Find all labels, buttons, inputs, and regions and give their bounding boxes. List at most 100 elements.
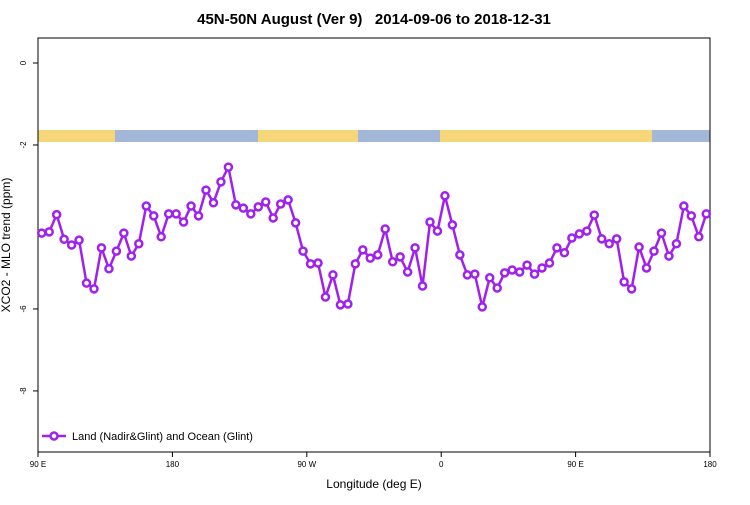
- data-point: [492, 283, 502, 293]
- data-point: [36, 228, 47, 238]
- data-point: [96, 243, 107, 253]
- data-point: [455, 250, 465, 260]
- data-point: [604, 239, 614, 249]
- data-point: [641, 263, 652, 273]
- data-point: [320, 292, 331, 302]
- data-point: [358, 245, 368, 255]
- data-point: [208, 198, 219, 208]
- data-point: [507, 265, 517, 275]
- data-point: [350, 259, 361, 269]
- data-point: [283, 195, 293, 205]
- data-point: [634, 242, 644, 252]
- data-point: [171, 209, 181, 219]
- data-point: [522, 260, 532, 270]
- data-point: [701, 209, 712, 219]
- data-point: [163, 209, 174, 219]
- data-point: [679, 201, 689, 211]
- data-point: [119, 228, 129, 238]
- data-point: [686, 211, 697, 221]
- data-point: [59, 234, 69, 245]
- data-point: [111, 246, 122, 256]
- data-point: [574, 229, 585, 239]
- data-point: [156, 232, 166, 242]
- data-point: [216, 177, 226, 187]
- data-point: [81, 278, 92, 288]
- x-tick-label: 90 E: [30, 460, 46, 469]
- data-point: [134, 239, 144, 249]
- data-point: [365, 253, 376, 263]
- data-point: [104, 264, 114, 274]
- data-point: [484, 273, 495, 283]
- data-point: [74, 235, 84, 245]
- y-tick-label: 0: [19, 60, 28, 65]
- data-point: [201, 185, 211, 195]
- data-point: [514, 267, 525, 277]
- data-point: [178, 217, 189, 227]
- x-tick-label: 180: [703, 460, 717, 469]
- data-point: [567, 233, 577, 243]
- data-point: [425, 217, 435, 227]
- data-point: [148, 211, 159, 221]
- chart-title: 45N-50N August (Ver 9) 2014-09-06 to 201…: [197, 11, 551, 28]
- legend-marker: [49, 431, 59, 441]
- data-point: [462, 270, 473, 280]
- data-point: [537, 263, 547, 273]
- data-point: [499, 268, 510, 278]
- data-point: [589, 210, 600, 220]
- data-point: [529, 269, 540, 279]
- y-axis-label: XCO2 - MLO trend (ppm): [0, 178, 13, 313]
- data-point: [89, 284, 99, 294]
- data-point: [671, 239, 682, 249]
- data-point: [141, 201, 152, 211]
- data-point: [290, 218, 301, 228]
- data-point: [470, 269, 480, 279]
- data-point: [410, 243, 420, 253]
- data-point: [447, 220, 458, 230]
- data-point: [223, 162, 234, 172]
- data-point: [126, 251, 137, 261]
- data-point: [559, 248, 570, 258]
- data-point: [417, 281, 428, 291]
- data-point: [611, 234, 622, 244]
- data-point: [656, 228, 667, 238]
- data-point: [694, 232, 704, 242]
- x-tick-label: 0: [439, 460, 444, 469]
- data-point: [402, 267, 413, 277]
- land: [258, 130, 358, 142]
- data-point: [51, 209, 62, 220]
- data-point: [275, 199, 286, 209]
- data-point: [664, 251, 674, 261]
- data-point: [298, 246, 308, 256]
- data-point: [626, 284, 637, 294]
- data-point: [335, 300, 346, 310]
- data-point: [238, 203, 249, 213]
- legend-label: Land (Nadir&Glint) and Ocean (Glint): [72, 431, 253, 443]
- x-tick-label: 90 E: [567, 460, 583, 469]
- data-point: [544, 258, 555, 268]
- data-point: [260, 197, 271, 207]
- data-point: [619, 277, 629, 287]
- x-tick-label: 180: [166, 460, 180, 469]
- data-point: [193, 211, 204, 221]
- y-tick-label: -8: [19, 387, 28, 395]
- data-point: [432, 226, 443, 236]
- data-point: [313, 258, 323, 268]
- y-tick-label: -6: [19, 305, 28, 313]
- data-point: [372, 250, 383, 260]
- land: [440, 130, 652, 142]
- data-point: [66, 240, 77, 250]
- data-point: [328, 270, 338, 280]
- data-point: [395, 252, 405, 262]
- y-tick-label: -2: [19, 141, 28, 149]
- data-point: [649, 246, 659, 256]
- data-point: [387, 257, 398, 267]
- plot-frame: [37, 37, 711, 453]
- land: [38, 130, 115, 142]
- series-line: [41, 163, 708, 308]
- data-point: [246, 209, 256, 219]
- x-axis-label: Longitude (deg E): [326, 477, 421, 491]
- data-point: [552, 243, 562, 253]
- data-point: [253, 202, 264, 212]
- data-point: [186, 201, 196, 211]
